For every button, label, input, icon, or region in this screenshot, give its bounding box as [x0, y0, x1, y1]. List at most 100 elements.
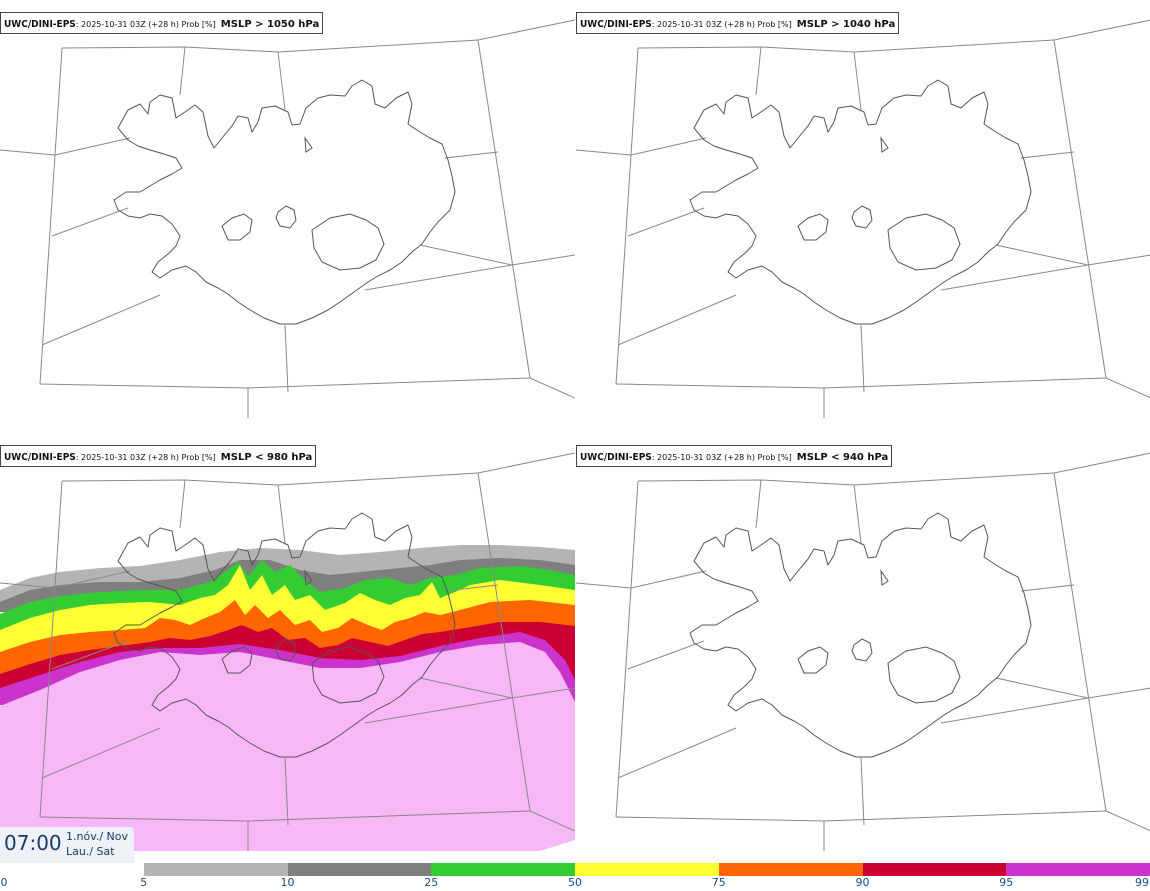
graticule-line	[477, 39, 531, 379]
graticule-line	[179, 479, 186, 529]
map-canvas	[0, 452, 575, 863]
graticule-line	[39, 47, 63, 385]
graticule-line	[529, 377, 575, 399]
map-panel-mslp-gt-1040: UWC/DINI-EPS: 2025-10-31 03Z (+28 h) Pro…	[576, 0, 1150, 430]
graticule-line	[61, 472, 479, 486]
graticule-line	[995, 244, 1150, 266]
glacier-outline	[304, 569, 313, 586]
parameter-label: MSLP > 1040 hPa	[796, 19, 896, 30]
glacier-outline	[221, 213, 253, 241]
colorbar-segment-95	[1006, 863, 1150, 876]
graticule-line	[1105, 377, 1150, 399]
valid-date-line2: Lau./ Sat	[66, 845, 115, 858]
graticule-line	[51, 640, 129, 670]
colorbar-segment-0	[0, 863, 145, 876]
run-info: 2025-10-31 03Z (+28 h) Prob [%]	[81, 453, 216, 462]
probability-field	[0, 545, 575, 863]
graticule-line	[51, 207, 129, 237]
graticule-line	[477, 19, 575, 41]
graticule-line	[0, 137, 131, 156]
graticule-line	[1020, 584, 1075, 592]
colorbar-tick-label: 10	[280, 876, 295, 889]
graticule-line	[284, 757, 289, 826]
model-name: UWC/DINI-EPS	[580, 19, 652, 30]
graticule-line	[637, 39, 1055, 53]
panel-title: UWC/DINI-EPS: 2025-10-31 03Z (+28 h) Pro…	[0, 12, 324, 34]
graticule-line	[853, 51, 862, 111]
prob-band-99	[0, 642, 575, 863]
map-panel-mslp-lt-940: UWC/DINI-EPS: 2025-10-31 03Z (+28 h) Pro…	[576, 433, 1150, 863]
graticule-line	[1053, 39, 1107, 379]
colorbar-tick-label: 5	[140, 876, 148, 889]
graticule-line	[477, 452, 575, 474]
graticule-line	[277, 51, 286, 111]
graticule-line	[853, 484, 862, 544]
run-info: 2025-10-31 03Z (+28 h) Prob [%]	[657, 453, 792, 462]
colorbar-segment-25	[431, 863, 576, 876]
graticule-line	[940, 264, 1089, 291]
colorbar-segment-10	[287, 863, 432, 876]
glacier-outline	[797, 213, 829, 241]
valid-time-box: 07:00 1.nóv./ Nov Lau./ Sat	[0, 827, 134, 863]
graticule-line	[1053, 452, 1150, 474]
map-base	[0, 19, 575, 418]
graticule-line	[617, 294, 737, 346]
panel-title: UWC/DINI-EPS: 2025-10-31 03Z (+28 h) Pro…	[576, 445, 893, 467]
model-name: UWC/DINI-EPS	[580, 452, 652, 463]
glacier-outline	[275, 205, 297, 229]
glacier-outline	[797, 646, 829, 674]
graticule-line	[444, 584, 499, 592]
colorbar-segment-75	[718, 863, 863, 876]
valid-date-line1: 1.nóv./ Nov	[66, 830, 129, 843]
colorbar-tick-label: 90	[855, 876, 870, 889]
graticule-line	[419, 677, 575, 699]
iceland-coastline	[689, 79, 1032, 325]
graticule-line	[0, 570, 131, 589]
glacier-outline	[275, 638, 297, 662]
glacier-outline	[221, 646, 253, 674]
graticule-line	[615, 377, 1107, 389]
glacier-outline	[851, 205, 873, 229]
colorbar-tick-label: 95	[999, 876, 1014, 889]
colorbar-tick-label: 75	[711, 876, 726, 889]
graticule-line	[615, 480, 639, 818]
graticule-line	[995, 677, 1150, 699]
graticule-line	[755, 46, 762, 96]
glacier-outline	[304, 136, 313, 153]
model-name: UWC/DINI-EPS	[4, 452, 76, 463]
map-base	[576, 452, 1150, 851]
graticule-line	[477, 472, 531, 812]
graticule-line	[41, 294, 161, 346]
iceland-coastline	[113, 512, 456, 758]
graticule-line	[617, 727, 737, 779]
probability-colorbar: 0 5 10 25 50 75 90 95 99	[0, 861, 1150, 891]
map-canvas	[0, 19, 575, 418]
graticule-line	[615, 810, 1107, 822]
valid-time: 07:00	[4, 831, 62, 855]
graticule-line	[61, 39, 479, 53]
glacier-outline	[887, 213, 961, 271]
colorbar-segment-90	[862, 863, 1007, 876]
map-base	[576, 19, 1150, 418]
run-info: 2025-10-31 03Z (+28 h) Prob [%]	[81, 20, 216, 29]
glacier-outline	[311, 646, 385, 704]
colorbar-tick-label: 0	[0, 876, 8, 889]
graticule-line	[860, 757, 865, 826]
colorbar-segment-5	[143, 863, 288, 876]
parameter-label: MSLP < 980 hPa	[220, 452, 313, 463]
glacier-outline	[880, 136, 889, 153]
map-panel-mslp-gt-1050: UWC/DINI-EPS: 2025-10-31 03Z (+28 h) Pro…	[0, 0, 575, 430]
graticule-line	[615, 47, 639, 385]
graticule-line	[284, 324, 289, 393]
glacier-outline	[851, 638, 873, 662]
panel-title: UWC/DINI-EPS: 2025-10-31 03Z (+28 h) Pro…	[576, 12, 900, 34]
colorbar-tick-label: 99	[1135, 876, 1149, 889]
graticule-line	[576, 570, 707, 589]
map-canvas	[576, 452, 1150, 851]
graticule-line	[1105, 810, 1150, 832]
model-name: UWC/DINI-EPS	[4, 19, 76, 30]
glacier-outline	[880, 569, 889, 586]
graticule-line	[637, 472, 1055, 486]
graticule-line	[179, 46, 186, 96]
graticule-line	[41, 727, 161, 779]
